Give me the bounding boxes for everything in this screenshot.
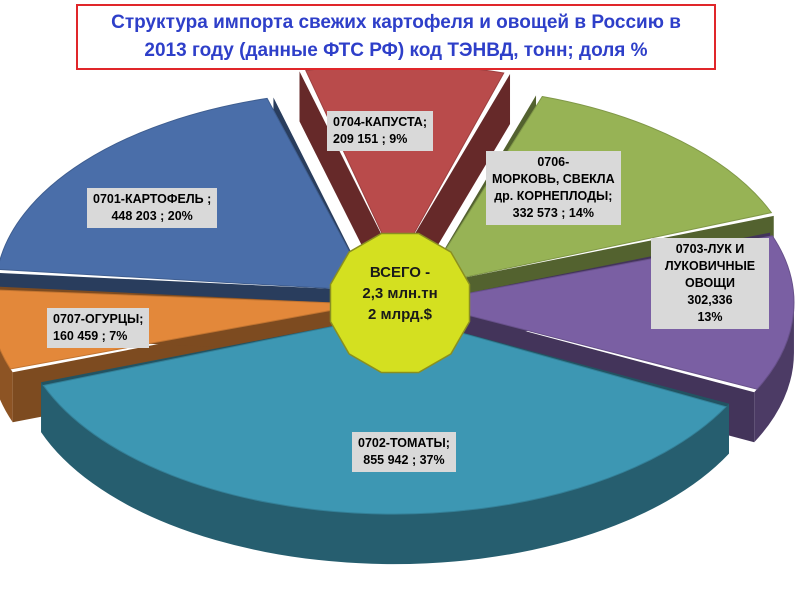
slice-label-carrot-line-1: 0706- [537,155,570,169]
slice-outer-wall-0702-0 [41,382,729,565]
total-center-badge [329,232,471,374]
total-center-line-3: 2 млрд.$ [368,306,432,323]
total-center-line-2: 2,3 млн.тн [362,285,438,302]
pie-slice-0702 [42,313,727,515]
slice-label-onion: 0703-ЛУК И ЛУКОВИЧНЫЕ ОВОЩИ 302,336 13% [651,238,769,329]
slice-label-cucumber: 0707-ОГУРЦЫ; 160 459 ; 7% [47,308,150,348]
chart-title-line-2: 2013 году (данные ФТС РФ) код ТЭНВД, тон… [144,40,648,61]
slice-label-cabbage-line-1: 0704-КАПУСТА; [333,115,427,129]
slice-label-carrot-line-4: 332 573 ; 14% [512,206,594,220]
slice-label-cabbage-line-2: 209 151 ; 9% [333,132,408,146]
chart-title-box: Структура импорта свежих картофеля и ово… [76,4,716,70]
slice-label-potato-line-2: 448 203 ; 20% [111,209,193,223]
slice-label-onion-line-5: 13% [697,310,723,324]
slice-label-tomato: 0702-ТОМАТЫ; 855 942 ; 37% [352,432,456,472]
slice-label-cabbage: 0704-КАПУСТА; 209 151 ; 9% [327,111,433,151]
slice-label-potato: 0701-КАРТОФЕЛЬ ; 448 203 ; 20% [87,188,218,228]
slice-label-carrot: 0706- МОРКОВЬ, СВЕКЛА др. КОРНЕПЛОДЫ; 33… [486,151,621,225]
slice-label-carrot-line-2: МОРКОВЬ, СВЕКЛА [492,172,615,186]
slice-label-cucumber-line-1: 0707-ОГУРЦЫ; [53,312,144,326]
slice-label-onion-line-3: ОВОЩИ [685,276,735,290]
slice-label-tomato-line-2: 855 942 ; 37% [363,453,445,467]
slice-label-carrot-line-3: др. КОРНЕПЛОДЫ; [494,189,613,203]
slice-label-onion-line-4: 302,336 [687,293,733,307]
total-center-label: ВСЕГО - 2,3 млн.тн 2 млрд.$ [330,262,470,325]
slice-label-onion-line-1: 0703-ЛУК И [675,242,745,256]
slice-label-cucumber-line-2: 160 459 ; 7% [53,329,128,343]
chart-title-line-1: Структура импорта свежих картофеля и ово… [111,12,681,33]
slice-label-tomato-line-1: 0702-ТОМАТЫ; [358,436,450,450]
slice-outer-wall-0703-0 [754,302,794,443]
total-center-line-1: ВСЕГО - [369,264,431,281]
slice-label-onion-line-2: ЛУКОВИЧНЫЕ [664,259,756,273]
slice-label-potato-line-1: 0701-КАРТОФЕЛЬ ; [93,192,212,206]
